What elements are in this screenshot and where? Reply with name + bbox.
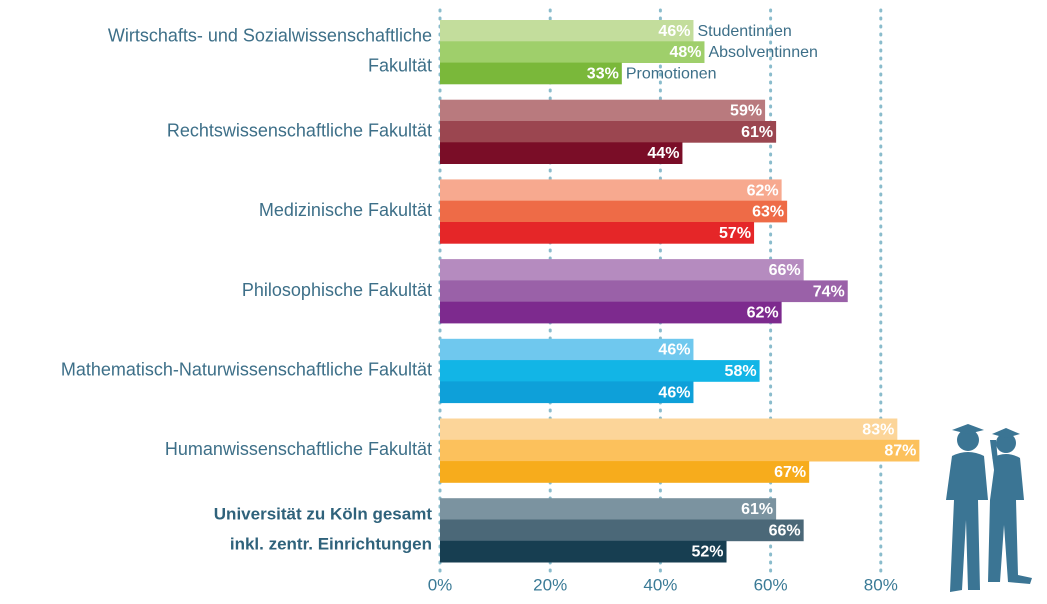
value-label: 87% — [884, 443, 916, 460]
value-label: 66% — [769, 522, 801, 539]
x-tick-label: 0% — [428, 575, 453, 594]
x-tick-label: 40% — [643, 575, 677, 594]
value-label: 63% — [752, 204, 784, 221]
legend-label: Promotionen — [626, 65, 717, 82]
value-label: 44% — [647, 145, 679, 162]
bar — [440, 62, 622, 85]
bar — [440, 461, 810, 483]
bar — [440, 41, 705, 63]
value-label: 48% — [669, 44, 701, 61]
bar — [440, 498, 777, 520]
bar — [440, 301, 782, 324]
legend-label: Studentinnen — [697, 23, 791, 40]
bar — [440, 179, 782, 202]
bar — [440, 280, 848, 303]
x-tick-label: 60% — [754, 575, 788, 594]
value-label: 66% — [769, 262, 801, 279]
bar — [440, 259, 804, 281]
bar — [440, 439, 920, 462]
category-label: Universität zu Köln gesamt — [214, 505, 433, 524]
value-label: 62% — [747, 182, 779, 199]
bar — [440, 121, 777, 143]
people-silhouette — [946, 424, 1032, 592]
bar — [440, 99, 766, 122]
bar — [440, 20, 694, 42]
bar — [440, 142, 683, 164]
value-label: 61% — [741, 501, 773, 518]
value-label: 33% — [587, 65, 619, 82]
value-label: 74% — [813, 283, 845, 300]
bar — [440, 540, 727, 563]
category-label: Medizinische Fakultät — [259, 200, 432, 220]
category-label: Philosophische Fakultät — [242, 280, 432, 300]
bar — [440, 200, 788, 223]
value-label: 67% — [774, 464, 806, 481]
value-label: 62% — [747, 305, 779, 322]
x-tick-label: 80% — [864, 575, 898, 594]
bar — [440, 418, 898, 441]
bar — [440, 519, 804, 542]
value-label: 61% — [741, 124, 773, 141]
x-tick-label: 20% — [533, 575, 567, 594]
category-label: Humanwissenschaftliche Fakultät — [165, 439, 432, 459]
value-label: 52% — [691, 544, 723, 561]
bar — [440, 222, 755, 244]
value-label: 46% — [658, 384, 690, 401]
category-label: Wirtschafts- und Sozialwissenschaftliche — [108, 26, 432, 46]
value-label: 57% — [719, 225, 751, 242]
value-label: 59% — [730, 103, 762, 120]
legend-label: Absolventinnen — [708, 44, 817, 61]
value-label: 83% — [862, 421, 894, 438]
category-label: Mathematisch-Naturwissenschaftliche Faku… — [61, 360, 432, 380]
value-label: 46% — [658, 342, 690, 359]
value-label: 46% — [658, 23, 690, 40]
bar — [440, 338, 694, 361]
category-label: inkl. zentr. Einrichtungen — [230, 535, 432, 554]
value-label: 58% — [725, 363, 757, 380]
bar — [440, 381, 694, 404]
category-label: Rechtswissenschaftliche Fakultät — [167, 120, 432, 140]
category-label: Fakultät — [368, 56, 432, 76]
bar — [440, 360, 760, 382]
